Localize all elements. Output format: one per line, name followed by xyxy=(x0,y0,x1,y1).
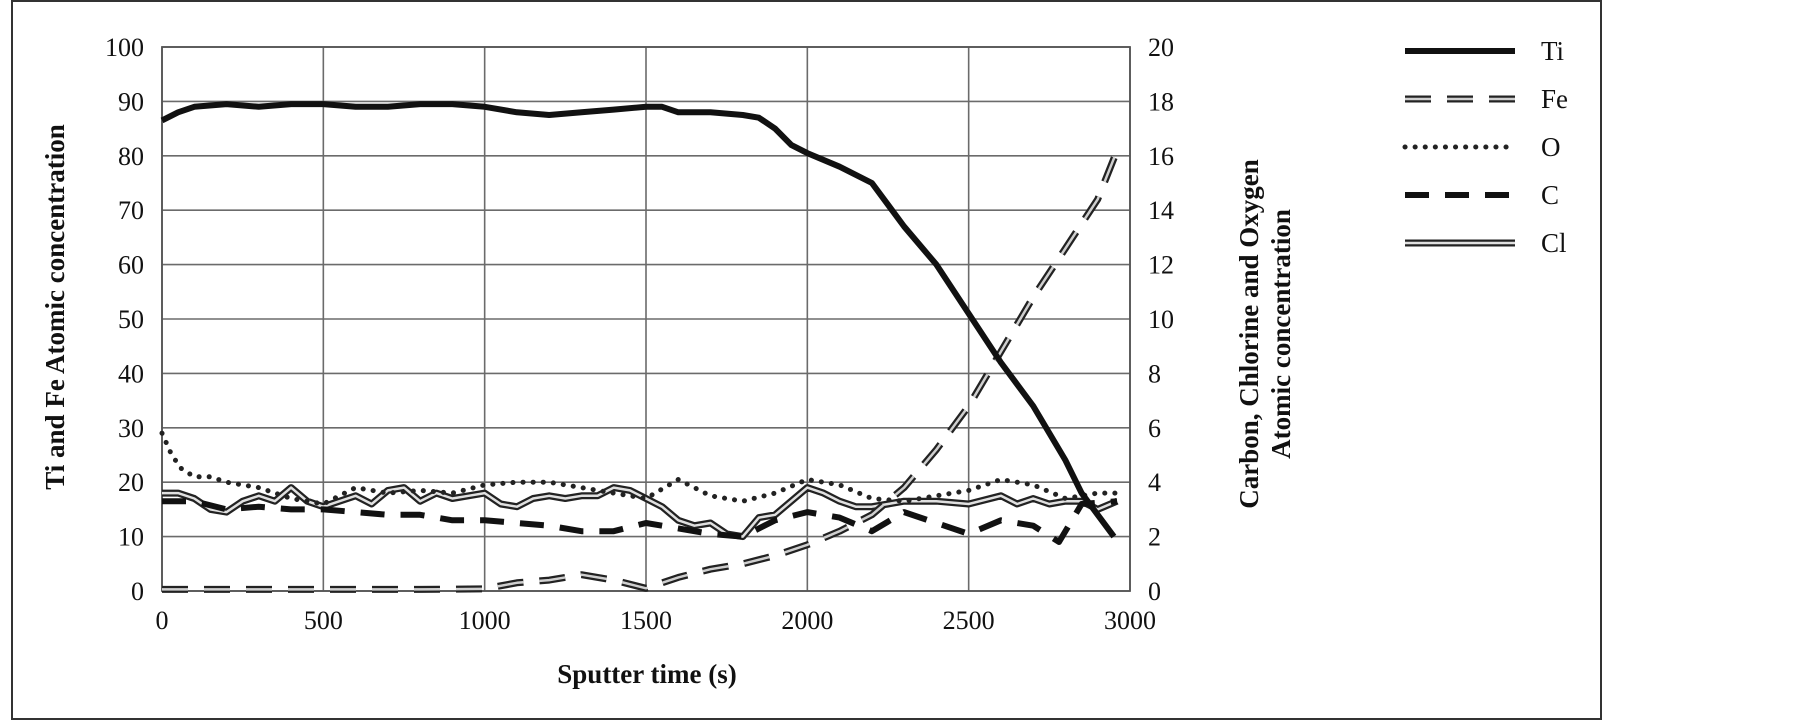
y-right-tick-label: 18 xyxy=(1148,87,1174,116)
x-tick-label: 0 xyxy=(156,606,169,635)
y-right-tick-label: 4 xyxy=(1148,468,1161,497)
legend-label-ti: Ti xyxy=(1541,36,1564,66)
x-tick-label: 3000 xyxy=(1104,606,1156,635)
legend-label-cl: Cl xyxy=(1541,228,1567,258)
y-left-tick-label: 90 xyxy=(118,87,144,116)
x-axis-title: Sputter time (s) xyxy=(557,659,736,689)
series-group xyxy=(159,101,1121,593)
y-right-axis-title-line2: Atomic concentration xyxy=(1266,209,1296,459)
y-left-axis-title: Ti and Fe Atomic concentration xyxy=(40,124,70,489)
x-tick-label: 500 xyxy=(304,606,343,635)
y-right-tick-label: 16 xyxy=(1148,142,1174,171)
x-tick-label: 2000 xyxy=(781,606,833,635)
x-tick-label: 1000 xyxy=(459,606,511,635)
series-line-ti xyxy=(160,101,1117,539)
chart-frame xyxy=(11,0,1602,720)
x-tick-label: 1500 xyxy=(620,606,672,635)
y-left-tick-label: 40 xyxy=(118,359,144,388)
y-right-axis-title-line1: Carbon, Chlorine and Oxygen xyxy=(1234,159,1264,509)
y-left-tick-label: 80 xyxy=(118,142,144,171)
y-left-tick-label: 100 xyxy=(105,33,144,62)
y-right-tick-label: 14 xyxy=(1148,196,1174,225)
y-left-tick-label: 0 xyxy=(131,577,144,606)
y-right-tick-label: 12 xyxy=(1148,251,1174,280)
y-left-tick-label: 50 xyxy=(118,305,144,334)
series-line-c xyxy=(162,498,1118,545)
y-right-tick-label: 0 xyxy=(1148,577,1161,606)
y-left-tick-label: 60 xyxy=(118,251,144,280)
y-right-tick-label: 8 xyxy=(1148,359,1161,388)
y-left-tick-label: 10 xyxy=(118,523,144,552)
y-right-tick-label: 10 xyxy=(1148,305,1174,334)
y-left-tick-label: 70 xyxy=(118,196,144,225)
y-right-tick-label: 20 xyxy=(1148,33,1174,62)
y-left-tick-label: 20 xyxy=(118,468,144,497)
y-right-tick-label: 6 xyxy=(1148,414,1161,443)
series-line-fe-inner xyxy=(162,149,1119,591)
series-line-cl-inner xyxy=(162,486,1118,538)
legend-label-o: O xyxy=(1541,132,1561,162)
y-right-tick-label: 2 xyxy=(1148,523,1161,552)
y-left-tick-label: 30 xyxy=(118,414,144,443)
x-tick-label: 2500 xyxy=(943,606,995,635)
legend: Ti Fe OC Cl xyxy=(1402,36,1568,258)
legend-label-fe: Fe xyxy=(1541,84,1568,114)
legend-label-c: C xyxy=(1541,180,1559,210)
